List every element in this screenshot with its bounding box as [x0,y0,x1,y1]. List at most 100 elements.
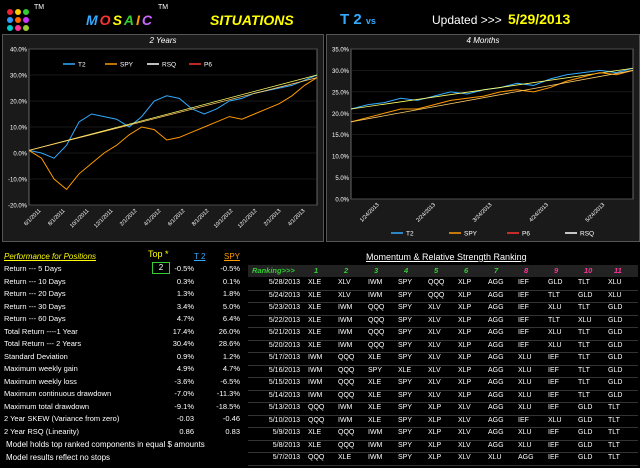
ranking-ticker: XLP [458,329,472,336]
ranking-row: 5/15/2013 IWM QQQ XLE SPY XLV XLP AGG XLU IEF TLT G… [248,378,638,390]
perf-label: Return --- 5 Days [4,264,62,273]
ranking-ticker: TLT [548,291,560,299]
perf-label: 2 Year RSQ (Linearity) [4,426,80,436]
ranking-ticker: XLE [368,416,382,424]
ranking-ticker: QQQ [368,316,385,324]
ranking-ticker: GLD [608,304,623,311]
brand-letter: I [136,12,142,28]
ranking-ticker: XLP [428,404,442,411]
y-tick-label: 0.0% [13,152,27,158]
ranking-ticker: AGG [488,379,504,386]
ranking-ticker: IEF [548,391,559,399]
ranking-ticker: AGG [488,391,504,399]
ranking-ticker: XLE [368,404,382,411]
ranking-ticker: GLD [608,316,623,324]
perf-row: Maximum total drawdown -9.1% -18.5% [4,402,244,414]
ranking-ticker: AGG [488,304,504,311]
perf-value-t2: -0.03 [176,414,194,423]
ranking-ticker: SPY [398,354,413,361]
perf-value-t2: 0.3% [176,276,194,286]
ranking-date: 5/20/2013 [268,341,300,349]
ranking-date: 5/17/2013 [268,354,300,361]
ranking-ticker: AGG [488,354,504,361]
ranking-ticker: IEF [518,279,529,286]
ranking-ticker: QQQ [368,341,385,349]
ranking-row: 5/9/2013 XLE QQQ IWM SPY XLP XLV AGG XLU IEF GLD TL… [248,428,638,440]
ranking-ticker: XLU [548,304,562,311]
ranking-ticker: XLU [578,316,592,324]
ranking-ticker: SPY [398,416,413,424]
ranking-ticker: IEF [548,366,559,374]
perf-label: Return --- 20 Days [4,289,66,298]
top-count-input[interactable]: 2 [152,262,170,274]
ranking-ticker: XLE [368,354,382,361]
perf-label: Total Return --- 2 Years [4,339,82,348]
ranking-ticker: AGG [488,441,504,449]
rank-number: 6 [464,266,469,275]
row-divider [248,339,638,341]
ranking-ticker: IWM [338,404,353,411]
perf-value-t2: -9.1% [174,401,194,411]
ranking-header: Ranking>>> 1 2 3 4 5 6 7 8 9 10 11 [248,265,638,277]
ranking-ticker: GLD [578,416,593,424]
rank-number: 2 [344,266,349,275]
ranking-ticker: XLU [518,429,532,436]
symbol-title: T 2 vs [340,11,376,28]
ranking-ticker: QQQ [428,279,445,286]
ranking-row: 5/20/2013 XLE IWM QQQ SPY XLV XLP AGG IEF XLU TLT G… [248,341,638,353]
ranking-ticker: XLU [548,416,562,424]
ranking-date: 5/21/2013 [268,329,300,336]
x-tick-label: 12/1/2011 [93,208,114,229]
x-tick-label: 8/1/2011 [47,208,66,227]
row-divider [248,377,638,378]
perf-value-t2: 0.9% [176,351,194,361]
x-tick-label: 2/1/2012 [119,208,138,227]
ranking-ticker: XLV [458,441,471,449]
ranking-ticker: XLV [428,379,441,386]
ranking-ticker: XLP [458,304,472,311]
ranking-ticker: SPY [398,316,413,324]
perf-value-t2: 3.4% [176,301,194,311]
ranking-ticker: XLV [428,304,441,311]
ranking-ticker: IWM [338,304,353,311]
ranking-ticker: TLT [578,341,590,349]
perf-value-spy: -0.5% [220,264,240,273]
ranking-ticker: XLE [308,316,322,324]
ranking-ticker: XLP [428,441,442,449]
ranking-ticker: SPY [398,404,413,411]
brand-letter: A [123,12,137,28]
ranking-ticker: TLT [578,366,590,374]
ranking-ticker: IWM [338,341,353,349]
row-divider [248,464,638,466]
ranking-ticker: XLP [458,279,472,286]
row-divider [248,352,638,353]
brand-letter: O [99,12,113,28]
ranking-ticker: QQQ [308,454,325,461]
ranking-ticker: XLU [518,441,532,449]
ranking-ticker: XLV [338,279,351,286]
brand-letter: C [141,12,155,28]
ranking-ticker: GLD [548,279,563,286]
x-tick-label: 4/1/2012 [143,208,162,227]
ranking-ticker: QQQ [368,304,385,311]
ranking-ticker: AGG [488,291,504,299]
ranking-date: 5/24/2013 [268,291,300,299]
performance-heading: Performance for Positions [4,252,97,261]
ranking-date: 5/15/2013 [268,379,300,386]
row-divider [248,427,638,428]
ranking-ticker: AGG [518,454,534,461]
y-tick-label: 15.0% [332,133,350,139]
ranking-row: 5/22/2013 XLE IWM QQQ SPY XLV XLP AGG IEF TLT XLU G… [248,316,638,328]
ranking-ticker: GLD [608,366,623,374]
ranking-row: 5/21/2013 XLE IWM QQQ SPY XLV XLP AGG IEF XLU TLT G… [248,328,638,340]
perf-value-t2: 30.4% [172,339,194,348]
ranking-date: 5/14/2013 [268,391,300,399]
ranking-ticker: SPY [398,341,413,349]
y-tick-label: 20.0% [10,100,28,106]
ranking-ticker: XLE [308,429,322,436]
series-line-spy [350,69,634,123]
ranking-ticker: IEF [548,379,559,386]
ranking-ticker: GLD [578,454,593,461]
ranking-ticker: XLV [428,316,441,324]
ranking-ticker: QQQ [338,354,355,361]
